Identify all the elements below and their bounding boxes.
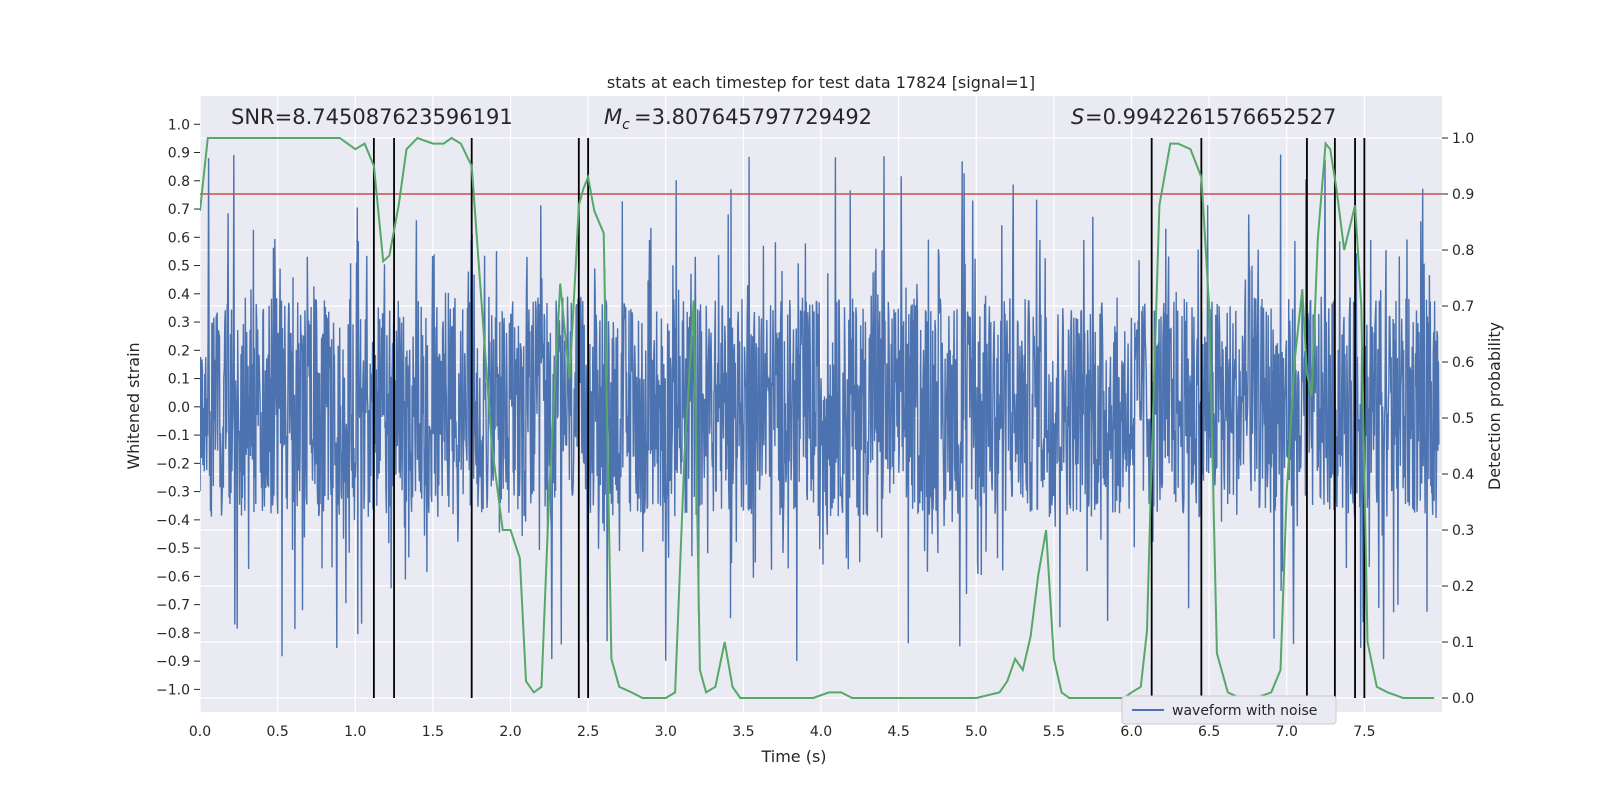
mc-annotation: =3.807645797729492 — [634, 105, 872, 129]
y-tick-label: 0.9 — [168, 146, 190, 162]
y2-tick-label: 0.4 — [1452, 467, 1474, 483]
y2-tick-label: 0.2 — [1452, 579, 1474, 595]
vertical-markers — [372, 138, 1366, 698]
x-tick-label: 6.0 — [1120, 724, 1142, 740]
waveform-line — [200, 154, 1440, 662]
y2-tick-label: 1.0 — [1452, 131, 1474, 147]
x-tick-label: 0.5 — [266, 724, 288, 740]
x-tick-label: 4.5 — [887, 724, 909, 740]
legend: waveform with noise — [1121, 695, 1337, 725]
y-tick-label: 0.7 — [168, 202, 190, 218]
x-tick-label: 2.0 — [499, 724, 521, 740]
x-tick-label: 0.0 — [189, 724, 211, 740]
x-tick-label: 7.0 — [1276, 724, 1298, 740]
y2-tick-label: 0.6 — [1452, 355, 1474, 371]
x-tick-label: 7.5 — [1353, 724, 1375, 740]
chart-title: stats at each timestep for test data 178… — [607, 73, 1035, 92]
x-axis-ticks: 0.0 0.5 1.0 1.5 2.0 2.5 3.0 3.5 4.0 4.5 5.0 5.5 6.0 6… — [189, 724, 1376, 740]
y-tick-label: −0.9 — [156, 654, 190, 670]
x-tick-label: 3.0 — [655, 724, 677, 740]
y2-tick-label: 0.7 — [1452, 299, 1474, 315]
y-tick-label: −0.7 — [156, 598, 190, 614]
y-tick-label: −0.5 — [156, 541, 190, 557]
probability-line — [200, 136, 1435, 699]
x-tick-label: 1.0 — [344, 724, 366, 740]
y-tick-label: −0.1 — [156, 428, 190, 444]
y-axis-ticks: 1.0 0.9 0.8 0.7 0.6 0.5 0.4 0.3 0.2 0.1 0.0 −0.1 −0.… — [156, 117, 200, 698]
x-tick-label: 3.5 — [732, 724, 754, 740]
y2-tick-label: 0.3 — [1452, 523, 1474, 539]
y-tick-label: 0.2 — [168, 343, 190, 359]
y-tick-label: −0.4 — [156, 513, 190, 529]
y2-tick-label: 0.8 — [1452, 243, 1474, 259]
y-axis-label: Whitened strain — [124, 342, 143, 469]
x-tick-label: 1.5 — [422, 724, 444, 740]
y2-tick-label: 0.0 — [1452, 691, 1474, 707]
y-tick-label: 0.0 — [168, 400, 190, 416]
y-tick-label: 0.5 — [168, 259, 190, 275]
y-tick-label: 0.4 — [168, 287, 190, 303]
x-tick-label: 6.5 — [1198, 724, 1220, 740]
y-tick-label: −0.8 — [156, 626, 190, 642]
y-tick-label: −1.0 — [156, 682, 190, 698]
y-tick-label: −0.6 — [156, 569, 190, 585]
y2-tick-label: 0.5 — [1452, 411, 1474, 427]
x-tick-label: 2.5 — [577, 724, 599, 740]
y-tick-label: 0.8 — [168, 174, 190, 190]
x-tick-label: 4.0 — [810, 724, 832, 740]
y2-axis-label: Detection probability — [1485, 322, 1504, 490]
x-axis-label: Time (s) — [760, 747, 826, 766]
y-tick-label: 0.3 — [168, 315, 190, 331]
x-tick-label: 5.5 — [1043, 724, 1065, 740]
detection-probability-series — [200, 136, 1435, 699]
y-tick-label: −0.2 — [156, 456, 190, 472]
legend-label: waveform with noise — [1172, 703, 1317, 719]
snr-annotation: SNR=8.745087623596191 — [231, 105, 513, 129]
waveform-series — [200, 154, 1440, 662]
y-tick-label: 0.6 — [168, 230, 190, 246]
y2-tick-label: 0.1 — [1452, 635, 1474, 651]
x-tick-label: 5.0 — [965, 724, 987, 740]
s-symbol: S — [1071, 105, 1084, 129]
s-annotation: =0.9942261576652527 — [1085, 105, 1336, 129]
legend-box — [1121, 695, 1337, 725]
y-tick-label: −0.3 — [156, 485, 190, 501]
y2-tick-label: 0.9 — [1452, 187, 1474, 203]
y-tick-label: 0.1 — [168, 372, 190, 388]
y2-axis-ticks: 1.0 0.9 0.8 0.7 0.6 0.5 0.4 0.3 0.2 0.1 0.0 — [1442, 131, 1474, 707]
y-tick-label: 1.0 — [168, 117, 190, 133]
